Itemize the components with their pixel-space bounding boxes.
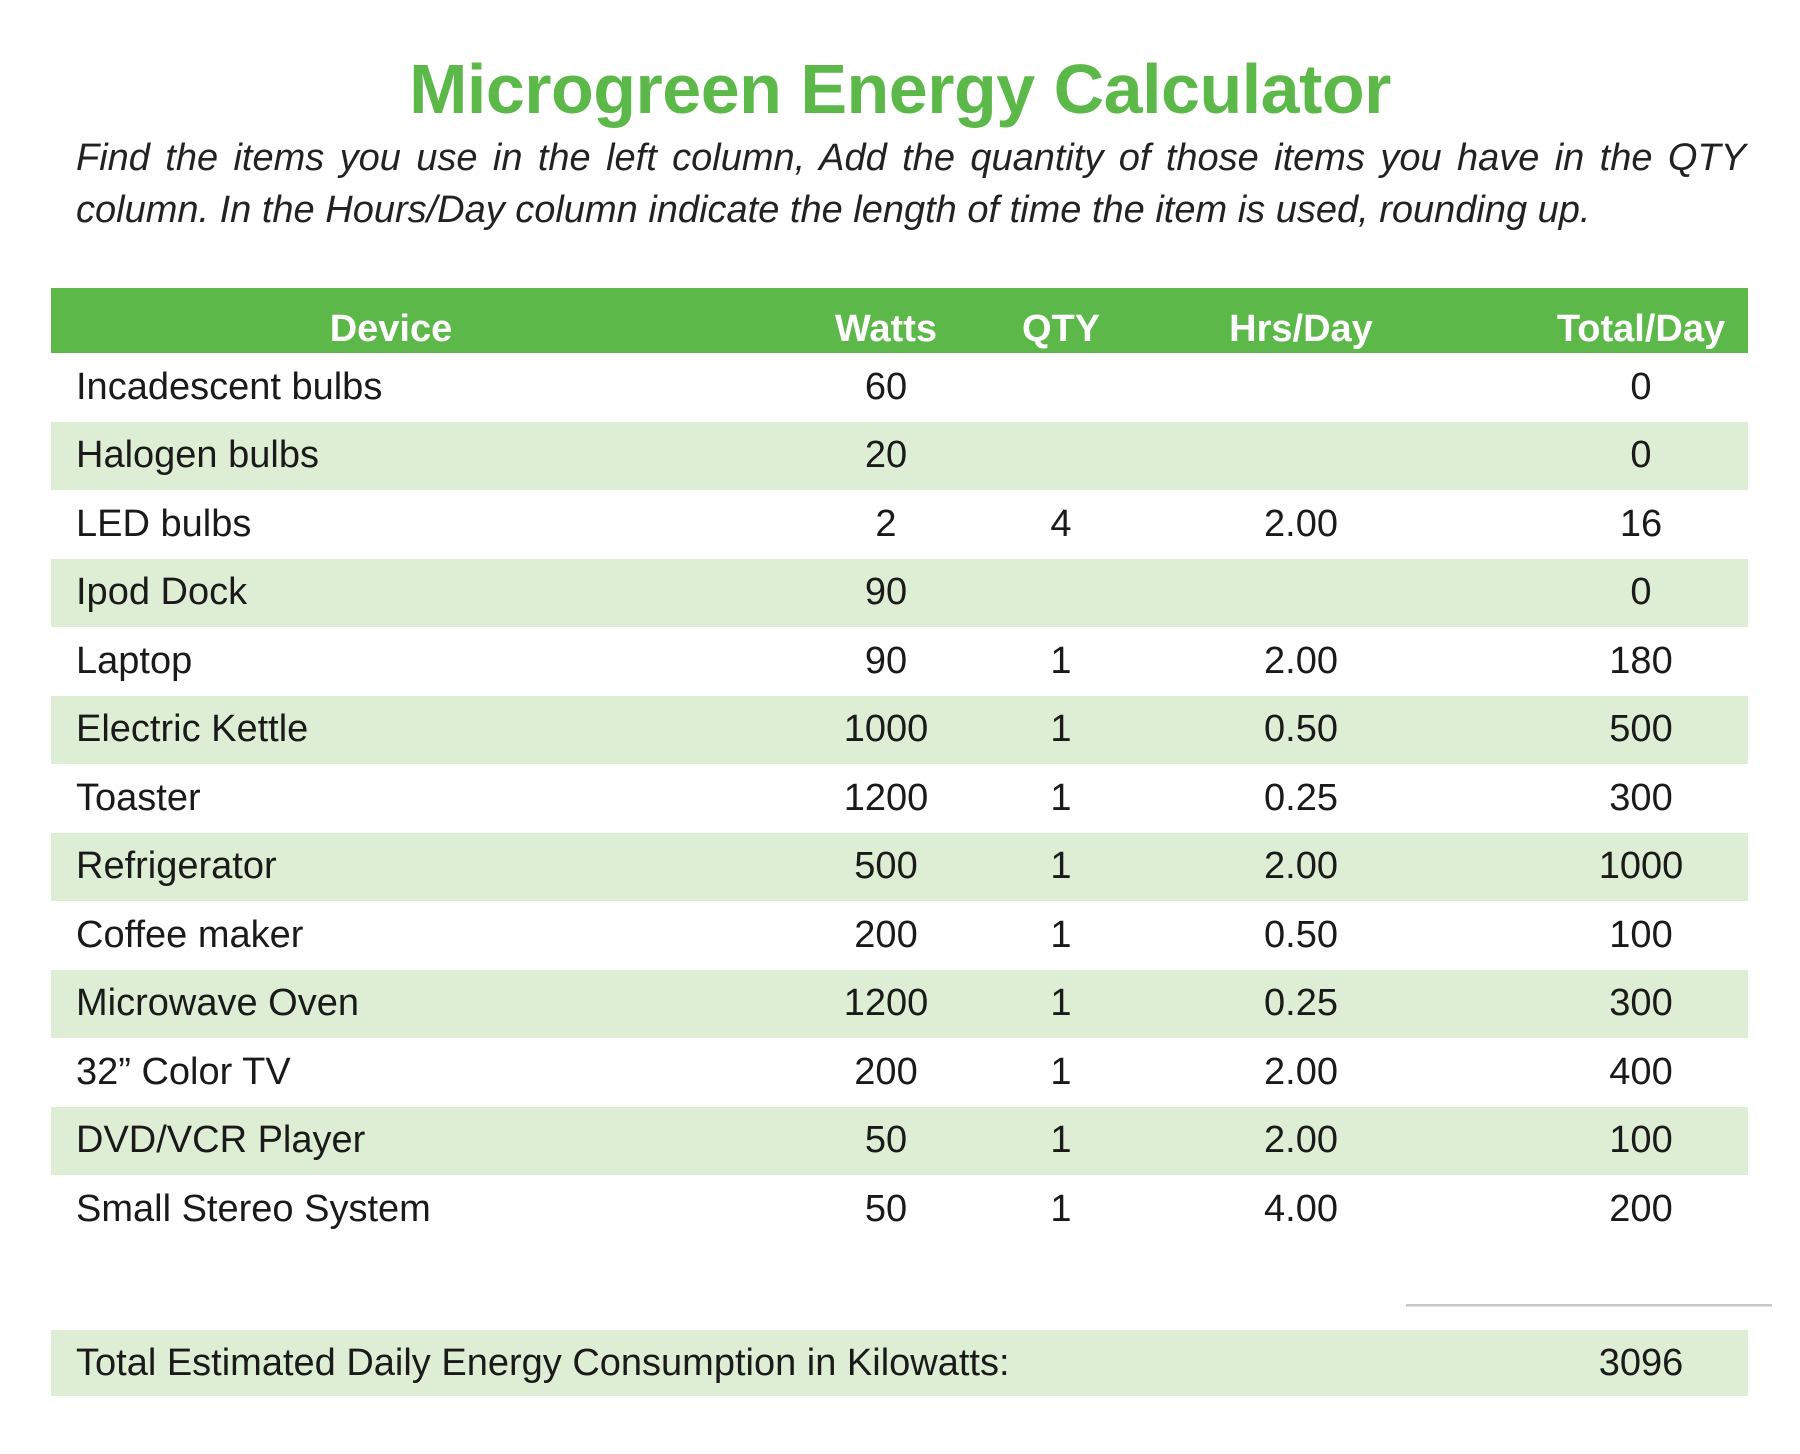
watts-cell: 200 [854, 1050, 918, 1093]
hrs-day-field[interactable] [1151, 559, 1451, 628]
total-day-cell: 16 [1619, 502, 1663, 545]
device-cell: Small Stereo System [76, 1187, 431, 1230]
qty-field[interactable]: 1 [1050, 639, 1072, 682]
hrs-day-field[interactable]: 0.25 [1264, 982, 1338, 1025]
total-day-cell: 100 [1609, 1119, 1673, 1162]
table-row: DVD/VCR Player 50 1 2.00 100 [51, 1106, 1748, 1175]
device-cell: Ipod Dock [76, 571, 248, 614]
hrs-day-field[interactable] [1151, 422, 1451, 491]
total-day-cell: 400 [1609, 1050, 1673, 1093]
header-hrs-day: Hrs/Day [1229, 308, 1373, 350]
header-qty: QTY [1021, 308, 1101, 350]
summary-label: Total Estimated Daily Energy Consumption… [76, 1341, 1010, 1384]
qty-field[interactable] [991, 422, 1131, 491]
table-row: Laptop 90 1 2.00 180 [51, 627, 1748, 696]
total-divider [1406, 1304, 1772, 1307]
device-cell: Refrigerator [76, 845, 277, 888]
table-row: Incadescent bulbs 60 0 [51, 353, 1748, 422]
qty-field[interactable]: 1 [1050, 1187, 1072, 1230]
device-cell: Incadescent bulbs [76, 365, 383, 408]
total-day-cell: 300 [1609, 982, 1673, 1025]
watts-cell: 200 [854, 913, 918, 956]
device-cell: Toaster [76, 776, 201, 819]
watts-cell: 500 [854, 845, 918, 888]
watts-cell: 90 [864, 639, 908, 682]
qty-field[interactable]: 1 [1050, 845, 1072, 888]
watts-cell: 1000 [843, 708, 929, 751]
table-row: LED bulbs 2 4 2.00 16 [51, 490, 1748, 559]
qty-field[interactable]: 4 [1050, 502, 1072, 545]
table-row: 32” Color TV 200 1 2.00 400 [51, 1038, 1748, 1107]
qty-field[interactable]: 1 [1050, 708, 1072, 751]
device-cell: Laptop [76, 639, 193, 682]
qty-field[interactable] [991, 353, 1131, 422]
hrs-day-field[interactable]: 0.50 [1264, 708, 1338, 751]
hrs-day-field[interactable]: 2.00 [1264, 845, 1338, 888]
qty-field[interactable]: 1 [1050, 1050, 1072, 1093]
hrs-day-field[interactable]: 4.00 [1264, 1187, 1338, 1230]
qty-field[interactable] [991, 559, 1131, 628]
table-header-row: Device Watts QTY Hrs/Day Total/Day [51, 288, 1748, 353]
device-cell: Microwave Oven [76, 982, 359, 1025]
hrs-day-field[interactable]: 2.00 [1264, 1119, 1338, 1162]
hrs-day-field[interactable]: 2.00 [1264, 1050, 1338, 1093]
device-cell: Electric Kettle [76, 708, 309, 751]
energy-table: Device Watts QTY Hrs/Day Total/Day Incad… [51, 288, 1748, 1244]
device-cell: DVD/VCR Player [76, 1119, 366, 1162]
total-day-cell: 500 [1609, 708, 1673, 751]
summary-row: Total Estimated Daily Energy Consumption… [51, 1330, 1748, 1396]
qty-field[interactable]: 1 [1050, 913, 1072, 956]
table-row: Small Stereo System 50 1 4.00 200 [51, 1175, 1748, 1244]
watts-cell: 60 [864, 365, 908, 408]
qty-field[interactable]: 1 [1050, 776, 1072, 819]
instructions-text: Find the items you use in the left colum… [76, 137, 1746, 231]
device-cell: LED bulbs [76, 502, 252, 545]
watts-cell: 90 [864, 571, 908, 614]
table-row: Microwave Oven 1200 1 0.25 300 [51, 969, 1748, 1038]
device-cell: Coffee maker [76, 913, 304, 956]
device-cell: Halogen bulbs [76, 434, 319, 477]
watts-cell: 50 [864, 1119, 908, 1162]
total-day-cell: 200 [1609, 1187, 1673, 1230]
table-row: Coffee maker 200 1 0.50 100 [51, 901, 1748, 970]
header-watts: Watts [834, 308, 938, 350]
watts-cell: 50 [864, 1187, 908, 1230]
watts-cell: 2 [875, 502, 897, 545]
table-row: Toaster 1200 1 0.25 300 [51, 764, 1748, 833]
total-day-cell: 0 [1630, 571, 1652, 614]
page-title: Microgreen Energy Calculator [409, 50, 1391, 128]
watts-cell: 20 [864, 434, 908, 477]
header-total-day: Total/Day [1556, 308, 1726, 350]
table-row: Halogen bulbs 20 0 [51, 421, 1748, 491]
watts-cell: 1200 [843, 776, 929, 819]
hrs-day-field[interactable]: 2.00 [1264, 639, 1338, 682]
hrs-day-field[interactable] [1151, 353, 1451, 422]
total-day-cell: 300 [1609, 776, 1673, 819]
total-day-cell: 0 [1630, 434, 1652, 477]
device-cell: 32” Color TV [76, 1050, 291, 1093]
total-day-cell: 180 [1609, 639, 1673, 682]
total-day-cell: 100 [1609, 913, 1673, 956]
hrs-day-field[interactable]: 2.00 [1264, 502, 1338, 545]
total-day-cell: 0 [1630, 365, 1652, 408]
table-row: Ipod Dock 90 0 [51, 558, 1748, 628]
hrs-day-field[interactable]: 0.50 [1264, 913, 1338, 956]
table-body: Incadescent bulbs 60 0 Halogen bulbs 20 0 LED … [51, 353, 1748, 1244]
table-row: Refrigerator 500 1 2.00 1000 [51, 832, 1748, 901]
hrs-day-field[interactable]: 0.25 [1264, 776, 1338, 819]
qty-field[interactable]: 1 [1050, 982, 1072, 1025]
qty-field[interactable]: 1 [1050, 1119, 1072, 1162]
table-row: Electric Kettle 1000 1 0.50 500 [51, 695, 1748, 764]
watts-cell: 1200 [843, 982, 929, 1025]
total-day-cell: 1000 [1598, 845, 1684, 888]
header-device: Device [329, 308, 453, 350]
summary-value: 3096 [1598, 1341, 1684, 1384]
